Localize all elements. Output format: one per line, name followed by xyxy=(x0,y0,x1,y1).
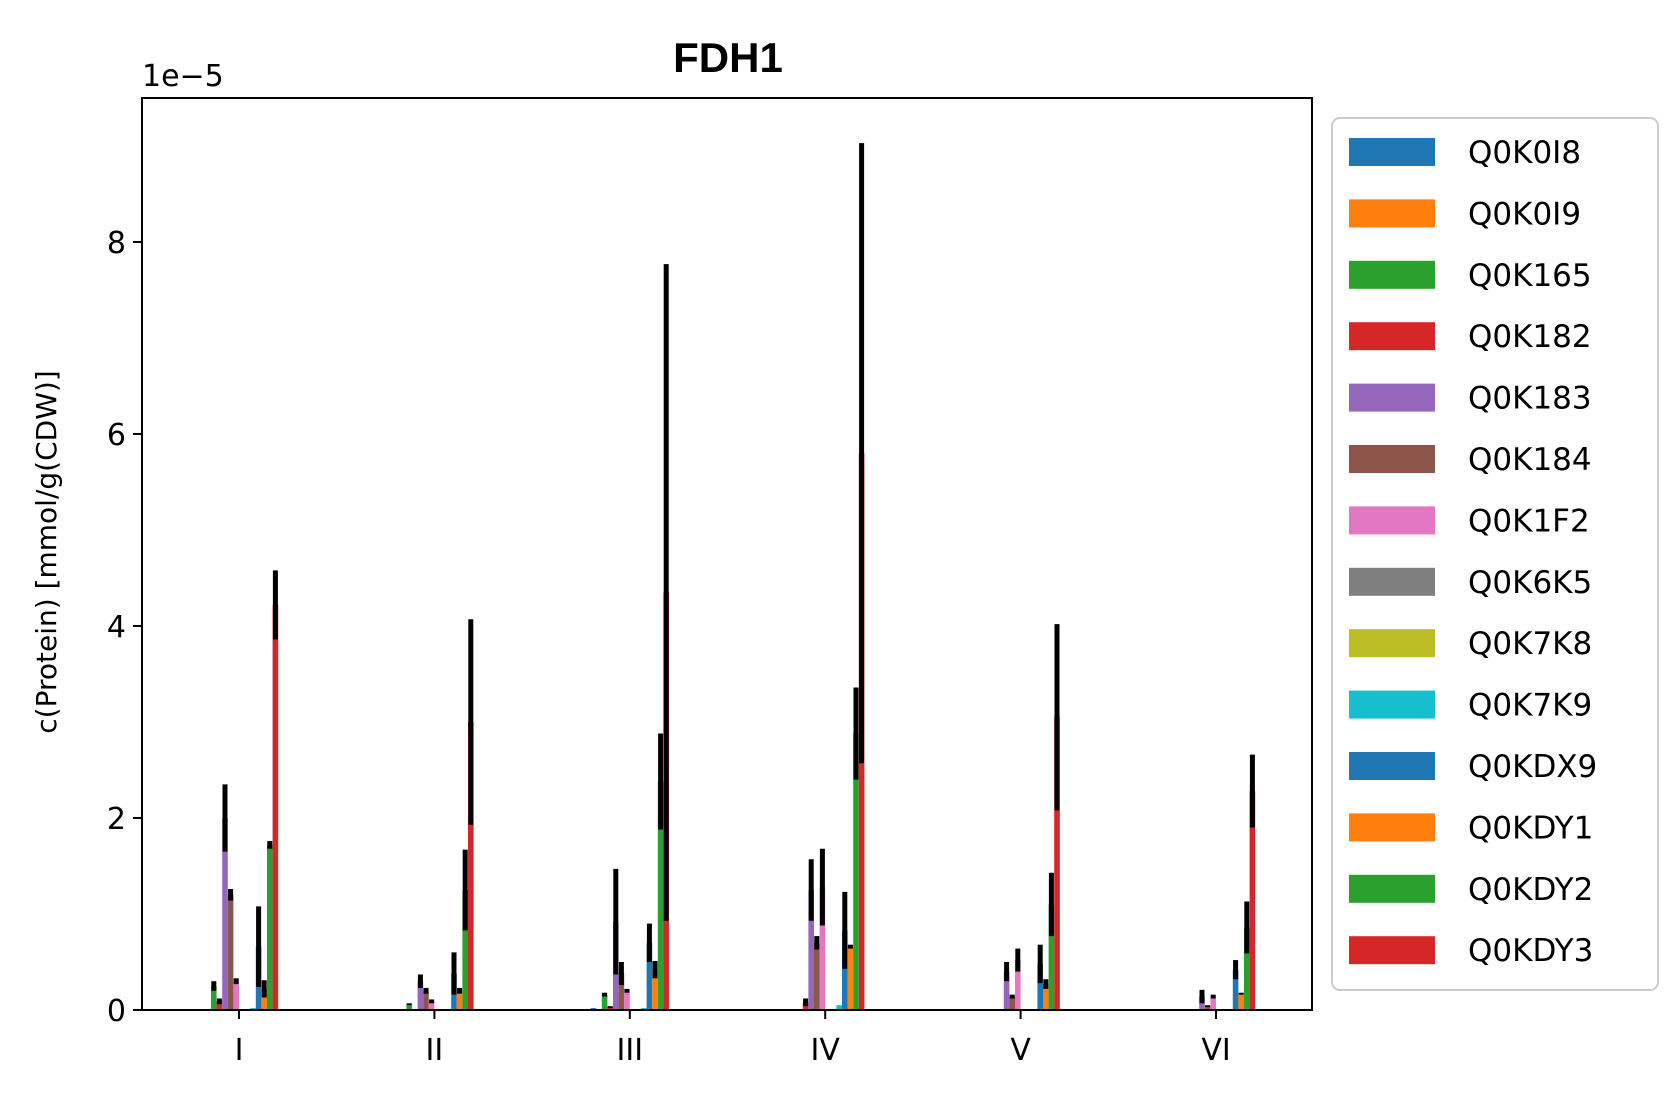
legend-entry-Q0K182: Q0K182 xyxy=(1468,319,1592,355)
legend-entry-Q0K1F2: Q0K1F2 xyxy=(1468,503,1590,539)
bar-Q0KDX9-IV xyxy=(842,930,848,1010)
y-tick-label: 6 xyxy=(107,418,126,453)
bar-Q0K183-V xyxy=(1003,971,1010,1010)
legend-entry-Q0K0I9: Q0K0I9 xyxy=(1468,196,1581,232)
legend-swatch-Q0K6K5 xyxy=(1349,567,1435,596)
bar-Q0K165-II xyxy=(406,1004,412,1010)
legend-entry-Q0K0I8: Q0K0I8 xyxy=(1468,135,1581,171)
bar-Q0K165-III xyxy=(601,994,608,1010)
x-tick-label: IV xyxy=(811,1033,841,1068)
legend-entry-Q0KDY1: Q0KDY1 xyxy=(1468,810,1593,846)
bar-Q0K184-II xyxy=(423,990,429,1010)
legend-swatch-Q0K183 xyxy=(1349,383,1435,412)
bar-Q0KDY2-V xyxy=(1048,904,1055,1010)
legend-entry-Q0KDY3: Q0KDY3 xyxy=(1468,933,1593,969)
bar-Q0KDX9-V xyxy=(1037,963,1043,1010)
legend-swatch-Q0K182 xyxy=(1349,322,1435,351)
bar-Q0K184-III xyxy=(618,973,625,1010)
bar-Q0K184-IV xyxy=(814,942,820,1010)
bar-Q0K184-VI xyxy=(1204,1006,1211,1010)
x-tick-label: V xyxy=(1010,1033,1031,1068)
legend-entry-Q0K184: Q0K184 xyxy=(1468,442,1592,478)
bar-Q0KDY2-III xyxy=(657,781,664,1010)
legend-entry-Q0K7K9: Q0K7K9 xyxy=(1468,688,1592,724)
x-tick-label: VI xyxy=(1201,1033,1230,1068)
legend-swatch-Q0K184 xyxy=(1349,445,1435,473)
plot-frame xyxy=(141,97,1313,1011)
bar-Q0K184-V xyxy=(1009,996,1015,1010)
legend-entry-Q0K165: Q0K165 xyxy=(1468,258,1592,294)
y-axis: 0 2 4 6 8 xyxy=(107,226,142,1029)
x-axis: I II III IV V VI xyxy=(235,1010,1231,1068)
bar-Q0KDY2-I xyxy=(267,844,273,1010)
bar-Q0K1F2-III xyxy=(624,990,630,1010)
y-axis-label: c(Protein) [mmol/g(CDW)] xyxy=(30,370,63,733)
y-axis-multiplier: 1e−5 xyxy=(142,59,224,94)
bar-Q0K182-III xyxy=(607,1007,613,1010)
bar-Q0K7K9-IV xyxy=(836,1005,842,1010)
y-tick-label: 2 xyxy=(107,802,126,837)
legend-swatch-Q0KDY1 xyxy=(1349,813,1435,842)
y-tick-label: 0 xyxy=(107,994,126,1029)
bar-Q0KDY1-I xyxy=(261,988,267,1010)
bar-Q0KDY1-II xyxy=(456,990,463,1010)
bar-Q0KDY1-IV xyxy=(847,946,854,1010)
bar-Q0K1F2-IV xyxy=(819,887,826,1010)
bar-Q0K183-I xyxy=(222,818,228,1010)
bar-Q0K182-I xyxy=(216,1001,223,1010)
bar-Q0KDY3-VI xyxy=(1249,791,1256,1010)
bar-Q0K165-I xyxy=(211,986,217,1010)
legend: Q0K0I8 Q0K0I9 Q0K165 Q0K182 Q0K183 Q0K184 Q0K1… xyxy=(1331,117,1659,991)
legend-entry-Q0K183: Q0K183 xyxy=(1468,381,1592,417)
x-tick-label: III xyxy=(617,1033,644,1068)
legend-swatch-Q0K1F2 xyxy=(1349,506,1435,535)
bar-Q0KDY1-V xyxy=(1043,984,1049,1010)
bar-Q0K1F2-VI xyxy=(1210,996,1216,1010)
legend-entry-Q0K6K5: Q0K6K5 xyxy=(1468,565,1592,601)
x-tick-label: II xyxy=(426,1033,444,1068)
legend-swatch-Q0K7K8 xyxy=(1349,629,1435,658)
y-tick-label: 4 xyxy=(107,610,126,645)
legend-entry-Q0KDY2: Q0KDY2 xyxy=(1468,872,1593,908)
bar-Q0K184-I xyxy=(227,894,234,1010)
bar-Q0K1F2-II xyxy=(428,1001,435,1010)
bar-Q0K1F2-I xyxy=(233,981,239,1010)
legend-entry-Q0KDX9: Q0KDX9 xyxy=(1468,749,1597,785)
bar-Q0K183-IV xyxy=(808,890,814,1010)
bar-Q0KDY1-III xyxy=(652,969,658,1010)
legend-swatch-Q0K165 xyxy=(1349,260,1435,289)
legend-entry-Q0K7K8: Q0K7K8 xyxy=(1468,626,1592,662)
bar-Q0KDX9-VI xyxy=(1232,969,1239,1010)
x-tick-label: I xyxy=(235,1033,244,1068)
bar-Q0KDX9-III xyxy=(646,942,653,1010)
bar-Q0KDY2-II xyxy=(462,890,468,1010)
bar-Q0KDY2-VI xyxy=(1244,927,1250,1010)
legend-swatch-Q0KDY2 xyxy=(1349,874,1435,903)
legend-swatch-Q0KDY3 xyxy=(1349,936,1435,965)
y-tick-label: 8 xyxy=(107,226,126,261)
legend-frame xyxy=(1331,117,1659,991)
bars-group xyxy=(211,453,1256,1010)
legend-swatch-Q0K0I9 xyxy=(1349,199,1435,228)
bar-Q0K183-II xyxy=(417,981,424,1010)
chart-title: FDH1 xyxy=(673,34,783,81)
bar-Q0K182-IV xyxy=(802,1002,809,1010)
legend-swatch-Q0K0I8 xyxy=(1349,138,1435,166)
legend-swatch-Q0K7K9 xyxy=(1349,690,1435,719)
bar-Q0KDY2-IV xyxy=(853,733,859,1010)
legend-swatch-Q0KDX9 xyxy=(1349,752,1435,780)
error-bars-group xyxy=(211,143,1255,1009)
bar-Q0KDY3-I xyxy=(272,604,279,1010)
bar-Q0KDY1-VI xyxy=(1238,993,1244,1010)
bar-Q0KDY3-V xyxy=(1054,717,1060,1010)
bar-Q0KDY3-II xyxy=(468,722,474,1010)
bar-Q0K1F2-V xyxy=(1015,960,1021,1010)
